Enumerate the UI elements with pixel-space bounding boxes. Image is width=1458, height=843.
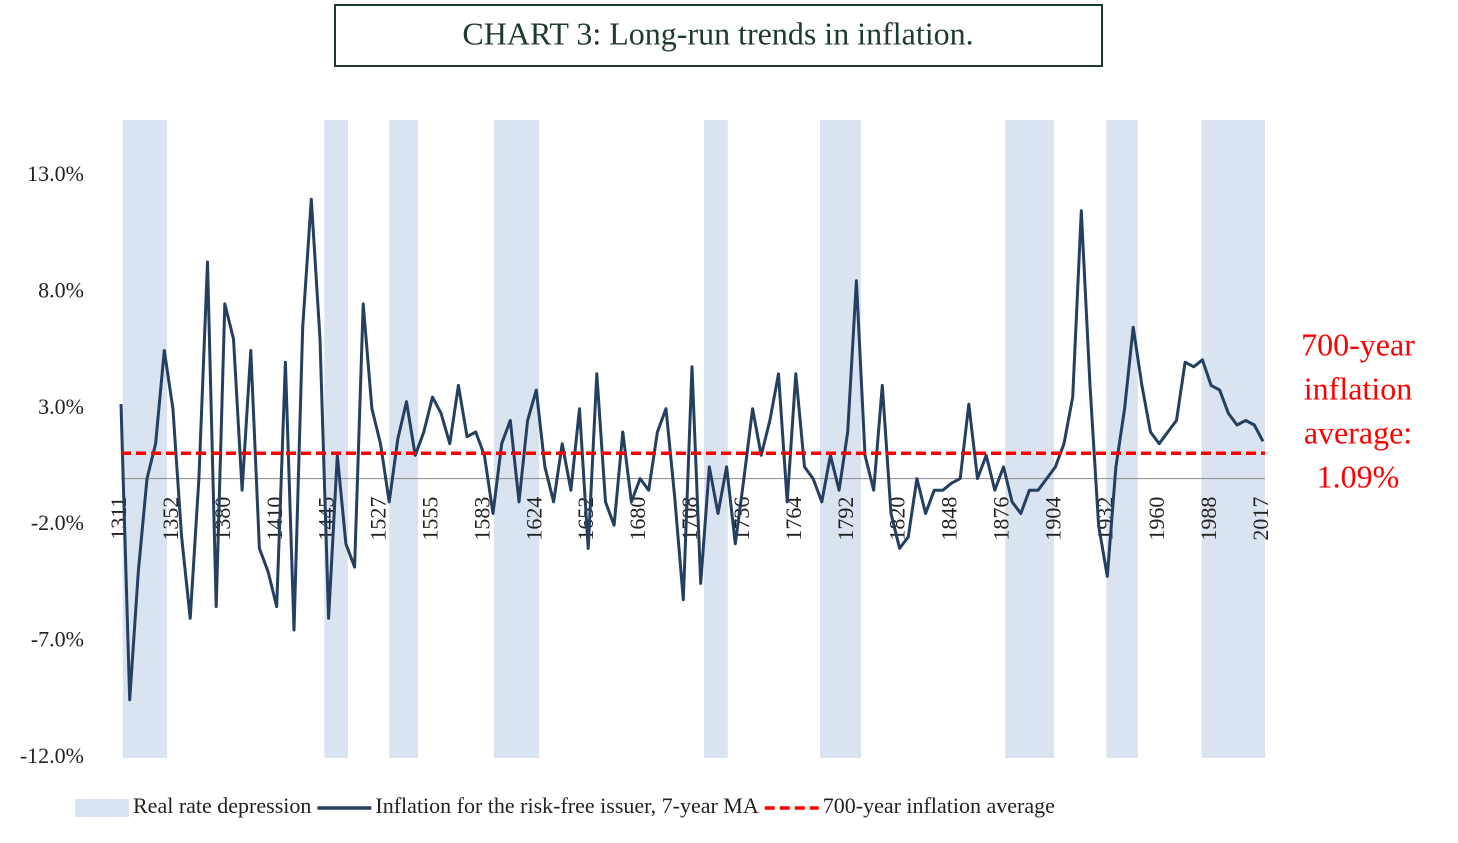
shaded-band <box>704 120 728 758</box>
x-tick-label: 1624 <box>521 497 546 541</box>
x-tick-label: 1848 <box>937 497 962 541</box>
data-layer <box>119 197 1265 702</box>
shaded-band <box>493 120 540 758</box>
x-tick-label: 1555 <box>418 497 443 541</box>
shaded-band <box>820 120 861 758</box>
title-box <box>334 4 1103 67</box>
legend-label: Real rate depression <box>133 793 311 818</box>
band-layer <box>122 120 1265 758</box>
annotation: 700-year <box>1301 326 1415 362</box>
y-tick-label: -12.0% <box>20 743 84 768</box>
x-tick-label: 1988 <box>1196 497 1221 541</box>
x-tick-label: 1904 <box>1040 497 1065 541</box>
x-tick-label: 1792 <box>833 497 858 541</box>
y-tick-label: -7.0% <box>31 627 84 652</box>
y-tick-label: -2.0% <box>31 510 84 535</box>
y-tick-label: 13.0% <box>27 161 84 186</box>
x-tick-label: 1410 <box>262 497 287 541</box>
annotation: average: <box>1304 414 1412 450</box>
x-tick-label: 1764 <box>781 497 806 541</box>
annotation: inflation <box>1304 370 1412 406</box>
x-tick-label: 1527 <box>366 497 391 541</box>
x-tick-label: 1680 <box>625 497 650 541</box>
y-tick-label: 3.0% <box>38 394 84 419</box>
axis-layer: -12.0%-7.0%-2.0%3.0%8.0%13.0%1311 1352 138… <box>20 161 1273 768</box>
x-tick-label: 1311 <box>106 497 131 540</box>
x-tick-label: 1960 <box>1144 497 1169 541</box>
legend-label: Inflation for the risk-free issuer, 7-ye… <box>375 793 758 818</box>
x-tick-label: 1876 <box>989 497 1014 541</box>
legend-label: 700-year inflation average <box>823 793 1055 818</box>
chart-title: CHART 3: Long-run trends in inflation. <box>462 15 973 51</box>
annotation: 1.09% <box>1317 458 1400 494</box>
shaded-band <box>1106 120 1138 758</box>
y-tick-label: 8.0% <box>38 277 84 302</box>
shaded-band <box>122 120 168 758</box>
data-line <box>119 197 1265 702</box>
x-tick-label: 2017 <box>1248 497 1273 541</box>
legend-swatch <box>75 799 129 817</box>
shaded-band <box>1201 120 1265 758</box>
shaded-band <box>324 120 348 758</box>
shaded-band <box>1005 120 1054 758</box>
